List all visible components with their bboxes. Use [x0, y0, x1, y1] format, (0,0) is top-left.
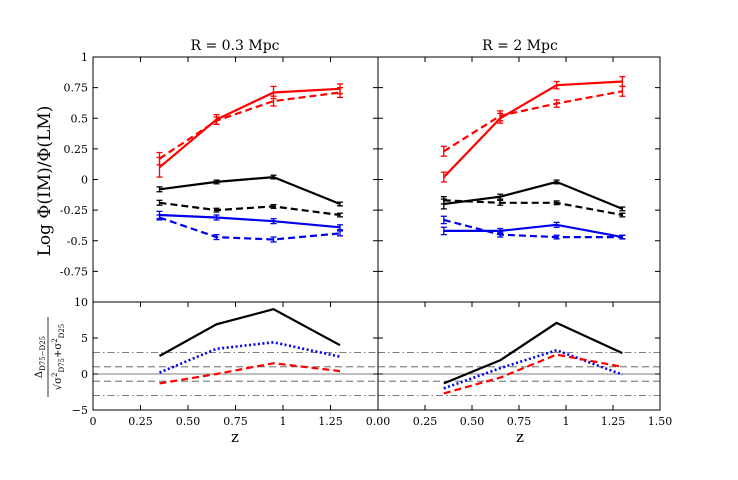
bottom-series-black [443, 321, 623, 385]
panel-left: 0 0.25 0.50 0.75 1 1.25 1 0.75 0.5 0.25 0 -0.25 -0.5… [60, 51, 379, 428]
series-black-solid [443, 180, 623, 210]
y-tick-label: -0.5 [67, 235, 88, 248]
series-red-dashed [158, 91, 341, 160]
y-axis-label-bottom: ΔD75−D25 √σ2D75+σ2D25 [34, 317, 66, 397]
bottom-series-blue [158, 340, 341, 374]
x-tick-label: 0.00 [366, 415, 391, 428]
series-black-dashed [159, 201, 341, 217]
x-tick-label: 1.25 [318, 415, 343, 428]
bottom-series-black [158, 308, 341, 357]
bottom-series-red [159, 362, 341, 385]
y-tick-label-bottom: 10 [74, 296, 88, 309]
x-tick-label: 1 [563, 415, 570, 428]
ylabel-bottom-denominator: √σ2D75+σ2D25 [51, 324, 66, 390]
series-black-dashed [443, 199, 623, 217]
panel-right: 0.00 0.25 0.50 0.75 1 1.25 1.50 [366, 56, 673, 428]
y-tick-label-bottom: −5 [72, 404, 88, 417]
x-axis-label-right: z [516, 428, 524, 446]
x-tick-label: 0.75 [507, 415, 532, 428]
x-tick-label: 1.50 [648, 415, 673, 428]
ylabel-bottom-numerator: ΔD75−D25 [34, 336, 47, 378]
series-blue-solid [443, 223, 623, 239]
bottom-series-blue [443, 348, 623, 390]
x-tick-label: 0.25 [128, 415, 153, 428]
x-tick-label: 1.25 [601, 415, 626, 428]
y-tick-label: 0 [81, 174, 88, 187]
y-tick-label: 0.25 [64, 143, 89, 156]
panel-title-right: R = 2 Mpc [482, 38, 558, 54]
x-tick-label: 0.75 [223, 415, 248, 428]
x-tick-label: 0 [90, 415, 97, 428]
series-red-solid [158, 87, 341, 169]
series-blue-dashed [443, 218, 623, 239]
x-axis-label-left: z [231, 428, 239, 446]
y-tick-label: -0.25 [60, 204, 88, 217]
x-tick-label: 0.25 [413, 415, 438, 428]
x-tick-label: 1 [280, 415, 287, 428]
plot-layer: 0 0.25 0.50 0.75 1 1.25 1 0.75 0.5 0.25 0 -0.25 -0.5… [60, 51, 672, 428]
series-red-solid [443, 80, 623, 178]
y-tick-label: -0.75 [60, 265, 88, 278]
series-blue-solid [159, 213, 341, 229]
y-tick-label-bottom: 0 [81, 368, 88, 381]
x-tick-label: 0.50 [176, 415, 201, 428]
y-tick-label: 0.5 [71, 112, 89, 125]
y-axis-label-top: Log Φ(IM)/Φ(LM) [35, 106, 55, 257]
series-black-solid [159, 175, 341, 206]
x-tick-label: 0.50 [460, 415, 485, 428]
y-tick-label-bottom: 5 [81, 332, 88, 345]
panel-title-left: R = 0.3 Mpc [190, 38, 279, 54]
bottom-series-red [443, 353, 623, 395]
series-red-dashed [443, 90, 623, 153]
svg-text:Log Φ(IM)/Φ(LM): Log Φ(IM)/Φ(LM) [35, 106, 55, 257]
series-blue-dashed [159, 216, 341, 241]
y-tick-label: 0.75 [64, 82, 89, 95]
y-tick-label: 1 [81, 51, 88, 64]
